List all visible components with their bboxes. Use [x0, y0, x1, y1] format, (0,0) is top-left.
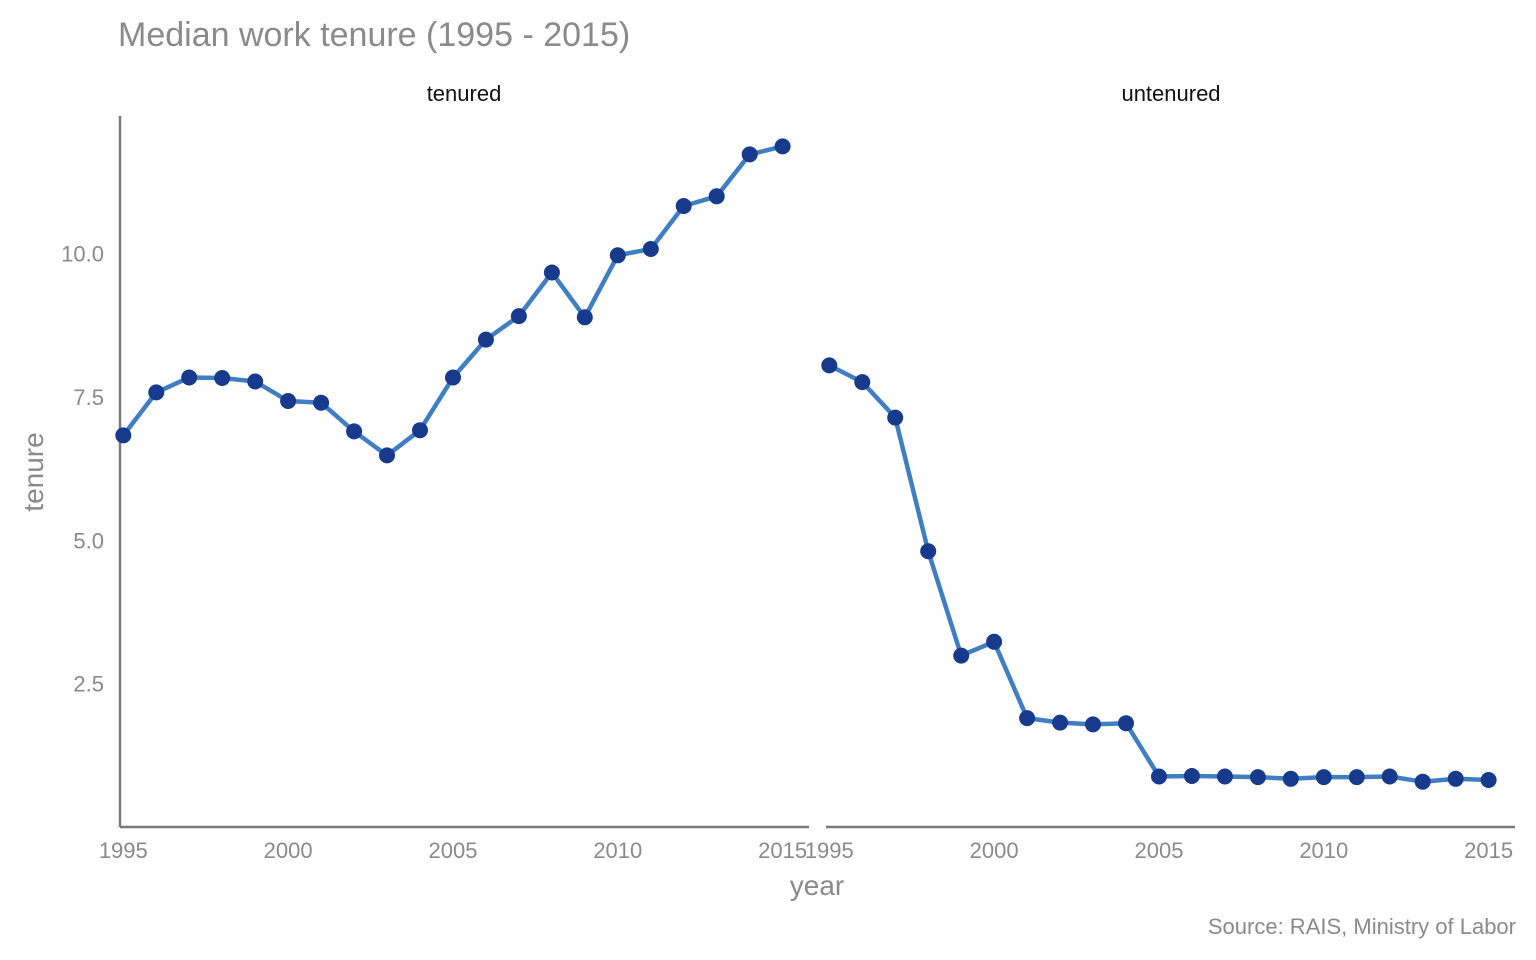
x-tick-label-tenured: 2000	[264, 838, 313, 863]
chart-title: Median work tenure (1995 - 2015)	[118, 16, 630, 54]
data-point-tenured-2002	[346, 423, 363, 440]
data-point-tenured-2006	[477, 331, 494, 348]
data-point-tenured-1997	[181, 369, 198, 386]
data-point-untenured-2014	[1447, 770, 1464, 787]
data-point-tenured-2015	[774, 138, 791, 155]
data-point-tenured-2009	[576, 309, 593, 326]
data-point-tenured-2013	[708, 188, 725, 205]
data-point-tenured-2008	[543, 264, 560, 281]
data-point-tenured-2012	[675, 198, 692, 214]
x-tick-label-untenured: 1995	[805, 838, 854, 863]
data-point-untenured-2002	[1052, 714, 1069, 731]
y-tick-label: 10.0	[61, 242, 104, 267]
panel-label-tenured: tenured	[427, 81, 502, 106]
series-line-tenured	[121, 144, 785, 458]
data-point-tenured-1995	[115, 427, 132, 444]
y-tick-label: 5.0	[73, 528, 104, 553]
data-point-tenured-2003	[379, 447, 395, 464]
x-tick-label-untenured: 2005	[1134, 838, 1183, 863]
x-tick-label-untenured: 2000	[970, 838, 1019, 863]
data-point-untenured-1998	[920, 543, 937, 560]
panel-label-untenured: untenured	[1121, 81, 1220, 106]
chart-caption: Source: RAIS, Ministry of Labor	[1208, 914, 1516, 939]
y-tick-label: 2.5	[73, 672, 104, 697]
data-point-tenured-2001	[313, 394, 330, 411]
series-line-untenured	[827, 363, 1491, 784]
data-point-untenured-1996	[854, 374, 871, 391]
data-point-tenured-1998	[214, 370, 231, 386]
data-point-untenured-1995	[821, 357, 838, 374]
data-point-tenured-1999	[247, 373, 264, 390]
data-point-untenured-2012	[1381, 768, 1398, 785]
x-tick-label-tenured: 2005	[428, 838, 477, 863]
x-tick-label-tenured: 2010	[593, 838, 642, 863]
data-point-tenured-1996	[148, 384, 165, 401]
data-point-tenured-2011	[642, 241, 659, 257]
panel-tenured	[115, 138, 791, 464]
data-point-untenured-2001	[1019, 710, 1036, 727]
data-point-untenured-2003	[1085, 716, 1101, 733]
data-point-tenured-2005	[445, 369, 461, 386]
x-axis-title: year	[790, 870, 844, 901]
data-point-untenured-2009	[1282, 770, 1299, 787]
data-point-tenured-2000	[280, 393, 297, 409]
data-point-untenured-1999	[953, 647, 970, 664]
y-tick-label: 7.5	[73, 385, 104, 410]
data-point-untenured-2007	[1216, 768, 1233, 785]
data-point-untenured-2000	[986, 633, 1003, 650]
data-point-untenured-2006	[1183, 768, 1200, 784]
data-point-untenured-1997	[887, 409, 904, 426]
data-point-tenured-2014	[741, 146, 758, 163]
panel-untenured	[821, 357, 1497, 790]
x-tick-label-untenured: 2010	[1299, 838, 1348, 863]
y-axis-title: tenure	[18, 432, 49, 511]
data-point-untenured-2008	[1249, 769, 1266, 786]
x-tick-label-tenured: 1995	[99, 838, 148, 863]
data-point-untenured-2004	[1118, 715, 1134, 732]
data-point-untenured-2013	[1414, 773, 1431, 790]
data-point-untenured-2005	[1151, 768, 1167, 785]
x-tick-label-untenured: 2015	[1464, 838, 1513, 863]
data-point-untenured-2010	[1315, 769, 1332, 786]
y-axis-ticks: 2.5 5.0 7.5 10.0	[61, 242, 104, 697]
data-point-tenured-2007	[510, 308, 527, 325]
data-point-tenured-2010	[609, 247, 626, 264]
data-point-untenured-2015	[1480, 772, 1497, 788]
data-point-tenured-2004	[412, 422, 428, 439]
data-point-untenured-2011	[1348, 769, 1365, 786]
x-tick-label-tenured: 2015	[758, 838, 807, 863]
